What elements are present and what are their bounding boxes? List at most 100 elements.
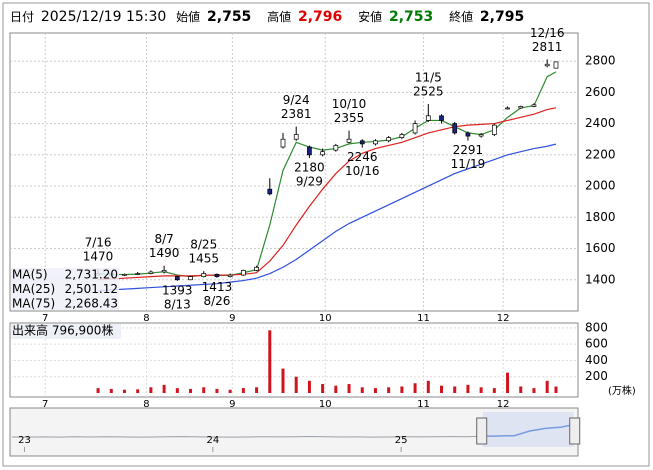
volume-bar [440,385,444,393]
candle-body [544,63,550,67]
y-tick-label: 200 [585,369,608,383]
candle-body [478,134,484,137]
high-date: 8/7 [154,232,173,246]
volume-bar [334,385,338,393]
candle-body [241,270,246,276]
low-date: 10/16 [345,164,380,178]
high-date: 9/24 [283,93,310,107]
y-tick-label: 2400 [585,116,616,130]
high-value: 2811 [532,40,563,54]
volume-bar [175,388,179,393]
legend-value: 2,501.12 [65,282,118,296]
high-date: 12/16 [530,26,565,40]
x-tick-label: 25 [395,435,408,446]
volume-bar [532,388,536,393]
y-tick-label: 1800 [585,210,616,224]
legend-name: MA(75) [12,297,55,311]
volume-bar [136,389,140,393]
volume-bar [426,380,430,393]
legend-name: MA(5) [12,268,48,282]
candle-body [491,124,497,135]
x-tick-label: 7 [42,399,48,410]
x-tick-label: 7 [42,313,48,324]
x-tick-label: 10 [319,313,332,324]
candle-body [148,271,154,274]
candle-body [439,115,444,121]
volume-bar [492,388,496,393]
volume-bar [149,387,153,393]
y-tick-label: 400 [585,353,608,367]
volume-bar [347,384,351,393]
candle-body [373,140,378,145]
y-tick-label: 1400 [585,272,616,286]
high: 2,796 [297,9,343,25]
x-tick-label: 10 [319,399,332,410]
candle-body [505,107,510,110]
high-value: 1470 [83,249,114,263]
candle-body [333,145,339,151]
candle-body [320,151,325,156]
x-tick-label: 9 [229,313,235,324]
quote-header: 日付 2025/12/19 15:30 始値 2,755 高値 2,796 安値… [10,8,536,25]
x-tick-label: 9 [229,399,235,410]
range-handle[interactable] [476,417,488,445]
y-tick-label: 800 [585,320,608,334]
candle-body [201,273,207,277]
volume-bar [122,389,126,393]
candle-body [412,123,418,134]
volume-bar [387,387,391,393]
volume-bar [189,388,193,393]
high-value: 2381 [281,107,312,121]
high-value: 2355 [334,111,365,125]
ma-line [98,71,557,278]
low-date: 9/29 [296,174,323,188]
label: 日付 [10,10,35,24]
candle-body [531,104,537,107]
low-value: 1413 [202,280,233,294]
y-tick-label: 2200 [585,147,616,161]
date: 2025/12/19 15:30 [40,9,167,25]
x-tick-label: 11 [417,313,430,324]
x-tick-label: 12 [497,313,510,324]
candle-body [174,276,180,281]
ma-line [98,107,557,281]
candle-body [452,123,458,134]
high-date: 7/16 [85,235,112,249]
volume-bar [506,372,510,393]
range-handle[interactable] [569,417,581,445]
candle-body [553,61,559,69]
volume-bar [519,386,523,393]
candle-body [227,274,233,277]
price-panel [9,32,579,312]
legend-value: 2,731.20 [65,268,118,282]
title-box [11,324,121,339]
ma-line [98,143,557,292]
high-value: 1490 [149,246,180,260]
volume-bar [294,376,298,393]
low-date: 8/26 [203,294,230,308]
volume-bar [466,384,470,393]
volume-bar [307,380,311,393]
low-date: 8/13 [164,297,191,311]
volume-bar [162,384,166,393]
volume-bar [413,383,417,393]
candle-body [346,138,352,143]
volume-bar [545,380,549,393]
close: 2,795 [479,9,525,25]
x-tick-label: 24 [206,435,219,446]
low-date: 11/19 [451,157,486,171]
candle-body [188,276,193,281]
volume-bar [241,388,245,393]
y-tick-label: 2800 [585,54,616,68]
x-tick-label: 23 [18,435,31,446]
candle-body [293,134,299,140]
x-tick-label: 11 [417,399,430,410]
volume-bar [255,387,259,393]
y-tick-label: 600 [585,337,608,351]
volume-bar [453,386,457,393]
candle-body [267,188,273,195]
label: 始値 [176,10,201,24]
high-date: 10/10 [332,97,367,111]
volume-bar [554,386,558,393]
